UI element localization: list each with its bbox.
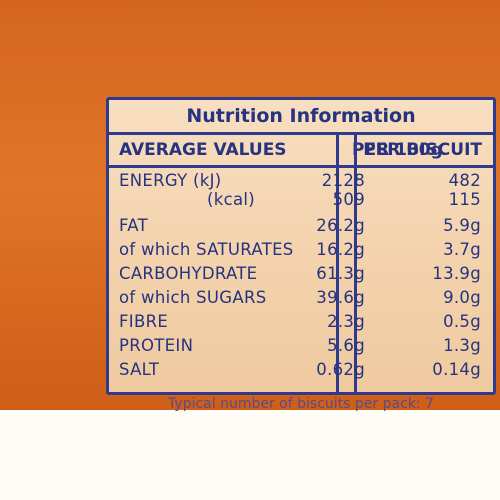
table-row: SALT 0.62g 0.14g bbox=[109, 358, 493, 381]
panel-title: Nutrition Information bbox=[109, 100, 493, 135]
row-per-100g: 39.6g bbox=[316, 288, 365, 307]
row-per-biscuit: 0.5g bbox=[443, 312, 481, 331]
table-row: ENERGY (kJ) 2128 482 bbox=[109, 169, 493, 192]
row-label: of which SATURATES bbox=[119, 240, 294, 259]
row-per-100g: 26.2g bbox=[316, 216, 365, 235]
row-label: CARBOHYDRATE bbox=[119, 264, 258, 283]
row-per-100g: 16.2g bbox=[316, 240, 365, 259]
table-row: PROTEIN 5.6g 1.3g bbox=[109, 334, 493, 357]
table-row: (kcal) 509 115 bbox=[109, 188, 493, 211]
row-per-biscuit: 13.9g bbox=[432, 264, 481, 283]
table-row: FIBRE 2.3g 0.5g bbox=[109, 310, 493, 333]
row-per-100g: 509 bbox=[332, 190, 365, 209]
row-label: FAT bbox=[119, 216, 148, 235]
row-label: PROTEIN bbox=[119, 336, 194, 355]
row-label: of which SUGARS bbox=[119, 288, 267, 307]
row-per-biscuit: 3.7g bbox=[443, 240, 481, 259]
table-row: CARBOHYDRATE 61.3g 13.9g bbox=[109, 262, 493, 285]
row-label: FIBRE bbox=[119, 312, 169, 331]
row-label: ENERGY (kJ) bbox=[119, 171, 222, 190]
header-per-biscuit: PER BISCUIT bbox=[363, 140, 482, 160]
row-per-100g: 2.3g bbox=[327, 312, 365, 331]
row-per-biscuit: 5.9g bbox=[443, 216, 481, 235]
header-per-100g: PER 100g bbox=[352, 140, 443, 160]
row-per-100g: 5.6g bbox=[327, 336, 365, 355]
table-row: of which SATURATES 16.2g 3.7g bbox=[109, 238, 493, 261]
table-row: of which SUGARS 39.6g 9.0g bbox=[109, 286, 493, 309]
row-per-100g: 61.3g bbox=[316, 264, 365, 283]
table-row: FAT 26.2g 5.9g bbox=[109, 214, 493, 237]
column-divider-1 bbox=[336, 135, 339, 392]
header-average-values: AVERAGE VALUES bbox=[119, 140, 287, 160]
biscuits-per-pack-note: Typical number of biscuits per pack: 7 bbox=[168, 396, 434, 412]
row-label: (kcal) bbox=[207, 190, 255, 209]
row-per-biscuit: 9.0g bbox=[443, 288, 481, 307]
row-label: SALT bbox=[119, 360, 160, 379]
row-per-biscuit: 482 bbox=[448, 171, 481, 190]
row-per-biscuit: 1.3g bbox=[443, 336, 481, 355]
row-per-100g: 0.62g bbox=[316, 360, 365, 379]
header-divider bbox=[109, 165, 493, 168]
row-per-100g: 2128 bbox=[321, 171, 365, 190]
nutrition-panel: Nutrition Information AVERAGE VALUES PER… bbox=[106, 97, 496, 395]
row-per-biscuit: 115 bbox=[448, 190, 481, 209]
column-divider-2 bbox=[354, 135, 357, 392]
row-per-biscuit: 0.14g bbox=[432, 360, 481, 379]
